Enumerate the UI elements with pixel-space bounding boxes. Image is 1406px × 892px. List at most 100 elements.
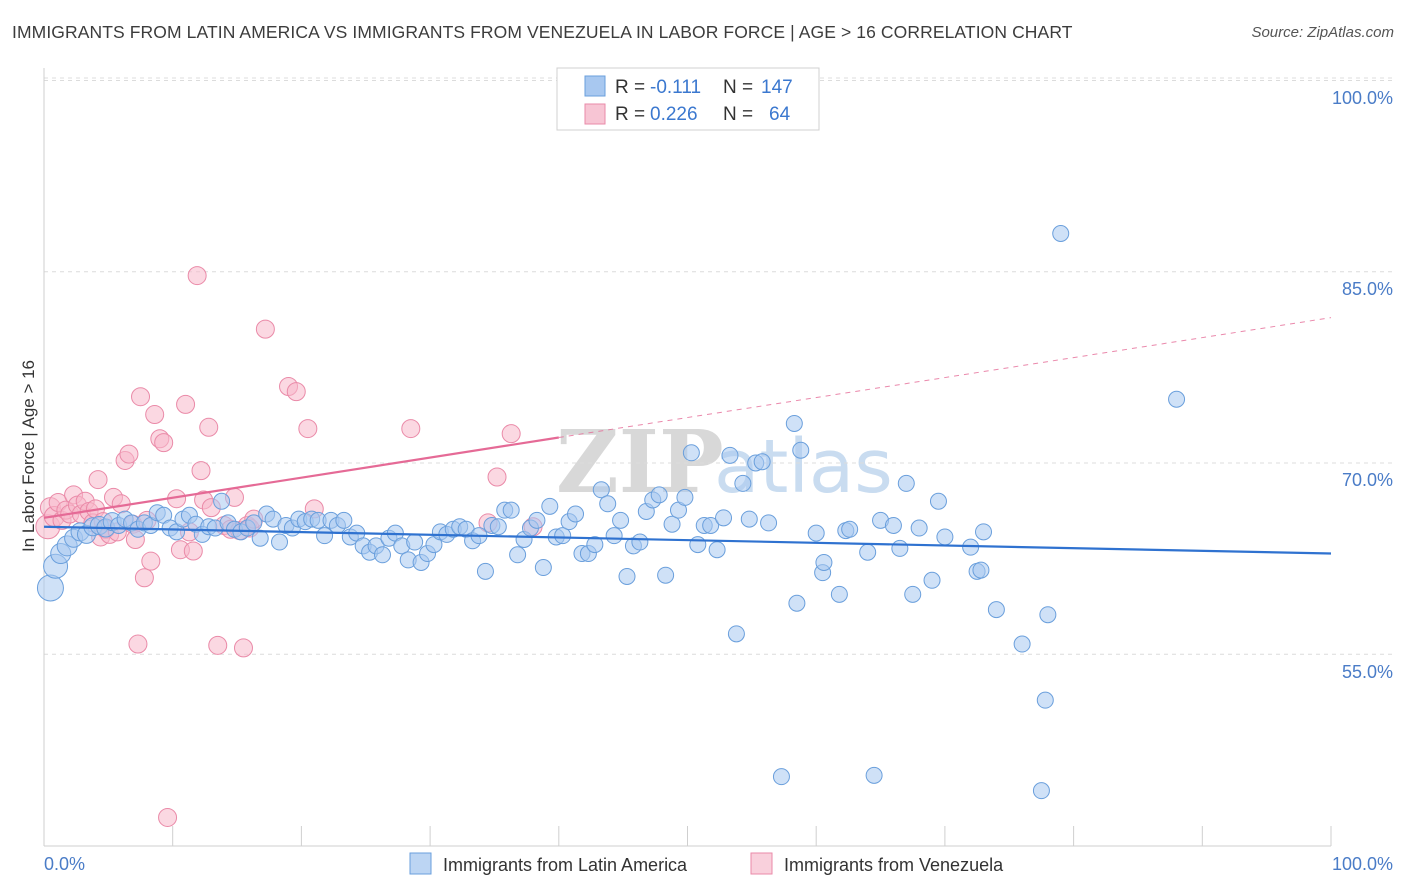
latin-america-point-139 — [1013, 635, 1031, 653]
latin-america-point-82 — [567, 505, 585, 523]
latin-america-point-77 — [534, 559, 552, 577]
latin-america-point-52 — [373, 546, 391, 564]
trend-lines — [43, 317, 1332, 555]
latin-america-point-130 — [910, 519, 928, 537]
latin-america-point-36 — [271, 533, 289, 551]
latin-america-point-137 — [975, 523, 993, 541]
latin-america-point-0 — [36, 574, 64, 602]
latin-america-point-80 — [554, 527, 572, 545]
series-legend-label-latin-america: Immigrants from Latin America — [443, 855, 688, 875]
legend-swatch-venezuela — [584, 103, 606, 125]
latin-america-point-106 — [721, 446, 739, 464]
latin-america-point-132 — [929, 492, 947, 510]
trend-line-latin-america — [43, 525, 1332, 555]
x-tick-label-0: 0.0% — [44, 854, 85, 874]
y-tick-label-85: 85.0% — [1342, 279, 1393, 299]
latin-america-point-76 — [528, 511, 546, 529]
venezuela-point-40 — [187, 266, 207, 286]
correlation-legend: R = -0.111 N = 147 R = 0.226 N = 64 — [556, 67, 820, 131]
latin-america-point-122 — [841, 520, 859, 538]
venezuela-point-61 — [487, 467, 507, 487]
venezuela-point-34 — [158, 807, 178, 827]
y-tick-label-100: 100.0% — [1332, 88, 1393, 108]
legend-swatch-latin-america — [584, 75, 606, 97]
latin-america-point-138 — [987, 601, 1005, 619]
venezuela-point-54 — [255, 319, 275, 339]
latin-america-point-88 — [605, 527, 623, 545]
trend-line-venezuela — [43, 436, 559, 519]
latin-america-point-100 — [682, 444, 700, 462]
latin-america-point-136 — [972, 561, 990, 579]
latin-america-point-143 — [1052, 225, 1070, 242]
x-tick-marks — [43, 826, 1332, 846]
latin-america-point-126 — [884, 516, 902, 534]
latin-america-point-112 — [760, 514, 778, 532]
latin-america-point-111 — [753, 453, 771, 471]
latin-america-point-140 — [1039, 606, 1057, 624]
legend-r-value-1: -0.111 — [650, 77, 701, 98]
venezuela-point-33 — [154, 433, 174, 453]
legend-r-label-1: R = — [615, 77, 645, 98]
latin-america-point-114 — [785, 414, 803, 432]
legend-n-value-1: 147 — [761, 77, 793, 98]
latin-america-point-92 — [631, 533, 649, 551]
venezuela-point-23 — [119, 444, 139, 464]
latin-america-point-103 — [702, 516, 720, 534]
latin-america-point-104 — [708, 541, 726, 559]
venezuela-point-41 — [191, 461, 211, 481]
y-tick-label-55: 55.0% — [1342, 662, 1393, 682]
latin-america-point-43 — [316, 527, 334, 545]
venezuela-point-45 — [208, 635, 228, 655]
latin-america-point-86 — [592, 481, 610, 499]
latin-america-point-109 — [740, 510, 758, 528]
latin-america-point-89 — [612, 511, 630, 529]
legend-n-label-1: N = — [723, 77, 753, 98]
venezuela-point-62 — [501, 424, 521, 444]
latin-america-point-95 — [650, 486, 668, 504]
chart-title: IMMIGRANTS FROM LATIN AMERICA VS IMMIGRA… — [12, 22, 1073, 42]
latin-america-point-120 — [830, 585, 848, 603]
latin-america-point-68 — [476, 562, 494, 580]
latin-america-point-97 — [663, 515, 681, 533]
latin-america-point-141 — [1032, 782, 1050, 800]
series-legend-label-venezuela: Immigrants from Venezuela — [784, 855, 1004, 875]
latin-america-point-90 — [618, 567, 636, 585]
venezuela-point-30 — [141, 551, 161, 571]
latin-america-point-113 — [772, 768, 790, 786]
venezuela-point-56 — [286, 382, 306, 402]
legend-n-label-2: N = — [723, 104, 753, 125]
y-axis-label: In Labor Force | Age > 16 — [19, 360, 38, 552]
legend-r-label-2: R = — [615, 104, 645, 125]
venezuela-point-37 — [176, 394, 196, 414]
series-legend-swatch-venezuela — [750, 852, 773, 875]
latin-america-point-127 — [891, 539, 909, 557]
latin-america-point-99 — [676, 488, 694, 506]
venezuela-point-43 — [199, 417, 219, 437]
latin-america-point-133 — [936, 528, 954, 546]
latin-america-point-108 — [734, 474, 752, 492]
venezuela-point-14 — [88, 470, 108, 490]
venezuela-point-57 — [298, 419, 318, 439]
latin-america-point-128 — [897, 474, 915, 492]
venezuela-points — [35, 266, 543, 827]
latin-america-point-115 — [788, 594, 806, 612]
series-legend-swatch-latin-america — [409, 852, 432, 875]
latin-america-point-27 — [213, 492, 231, 510]
watermark-atlas: atlas — [714, 424, 893, 510]
y-tick-label-70: 70.0% — [1342, 470, 1393, 490]
legend-r-value-2: 0.226 — [650, 104, 698, 125]
latin-america-point-101 — [689, 536, 707, 554]
source-credit: Source: ZipAtlas.com — [1251, 24, 1394, 41]
x-tick-label-100: 100.0% — [1332, 854, 1393, 874]
latin-america-point-72 — [502, 501, 520, 519]
latin-america-point-107 — [727, 625, 745, 643]
venezuela-point-59 — [401, 419, 421, 439]
latin-america-point-85 — [586, 536, 604, 554]
series-legend: Immigrants from Latin America Immigrants… — [409, 852, 1004, 875]
latin-america-point-131 — [923, 571, 941, 589]
trend-line-venezuela-extension — [558, 317, 1332, 438]
latin-america-point-78 — [541, 497, 559, 515]
latin-america-point-87 — [599, 495, 617, 513]
venezuela-point-26 — [128, 634, 148, 654]
